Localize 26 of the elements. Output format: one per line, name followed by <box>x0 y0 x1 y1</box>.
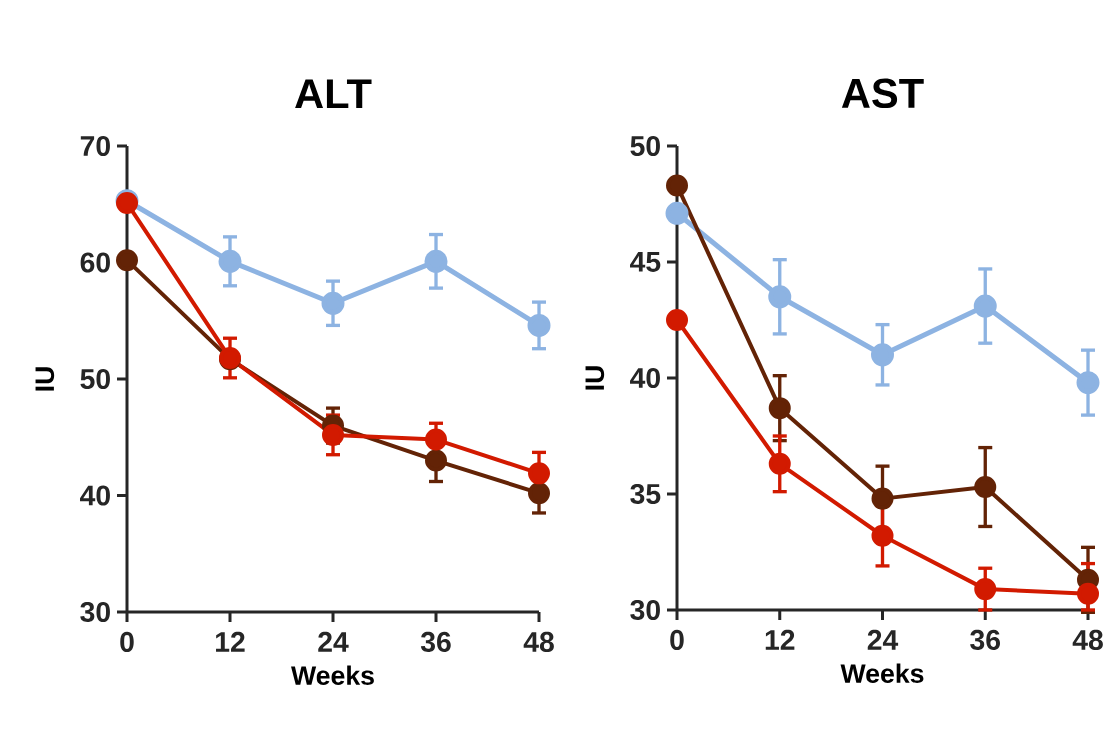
y-tick-label: 30 <box>80 601 110 623</box>
x-axis-title: Weeks <box>840 663 924 683</box>
y-tick-label: 30 <box>630 599 660 621</box>
y-tick-label: 50 <box>80 368 110 390</box>
x-tick-label: 0 <box>120 631 134 652</box>
y-tick-label: 50 <box>630 135 660 157</box>
x-tick-label: 0 <box>670 629 684 650</box>
x-tick-label: 24 <box>318 631 349 652</box>
y-tick-label: 70 <box>80 135 110 157</box>
y-axis-title: IU <box>585 366 605 390</box>
chart-title: ALT <box>295 79 372 109</box>
x-tick-label: 12 <box>216 631 245 652</box>
x-tick-label: 48 <box>1072 629 1103 650</box>
x-tick-label: 36 <box>970 629 1000 650</box>
x-tick-label: 48 <box>523 631 554 652</box>
x-tick-label: 12 <box>765 629 795 650</box>
y-tick-label: 40 <box>80 485 110 506</box>
y-tick-label: 60 <box>80 252 110 273</box>
y-tick-label: 40 <box>630 367 660 389</box>
x-axis-title: Weeks <box>291 665 374 685</box>
x-tick-label: 24 <box>867 629 899 650</box>
y-axis-title: IU <box>35 367 55 391</box>
chart-title: AST <box>841 78 924 109</box>
x-tick-label: 36 <box>420 631 451 652</box>
y-tick-label: 45 <box>630 252 661 272</box>
y-tick-label: 35 <box>630 483 661 505</box>
